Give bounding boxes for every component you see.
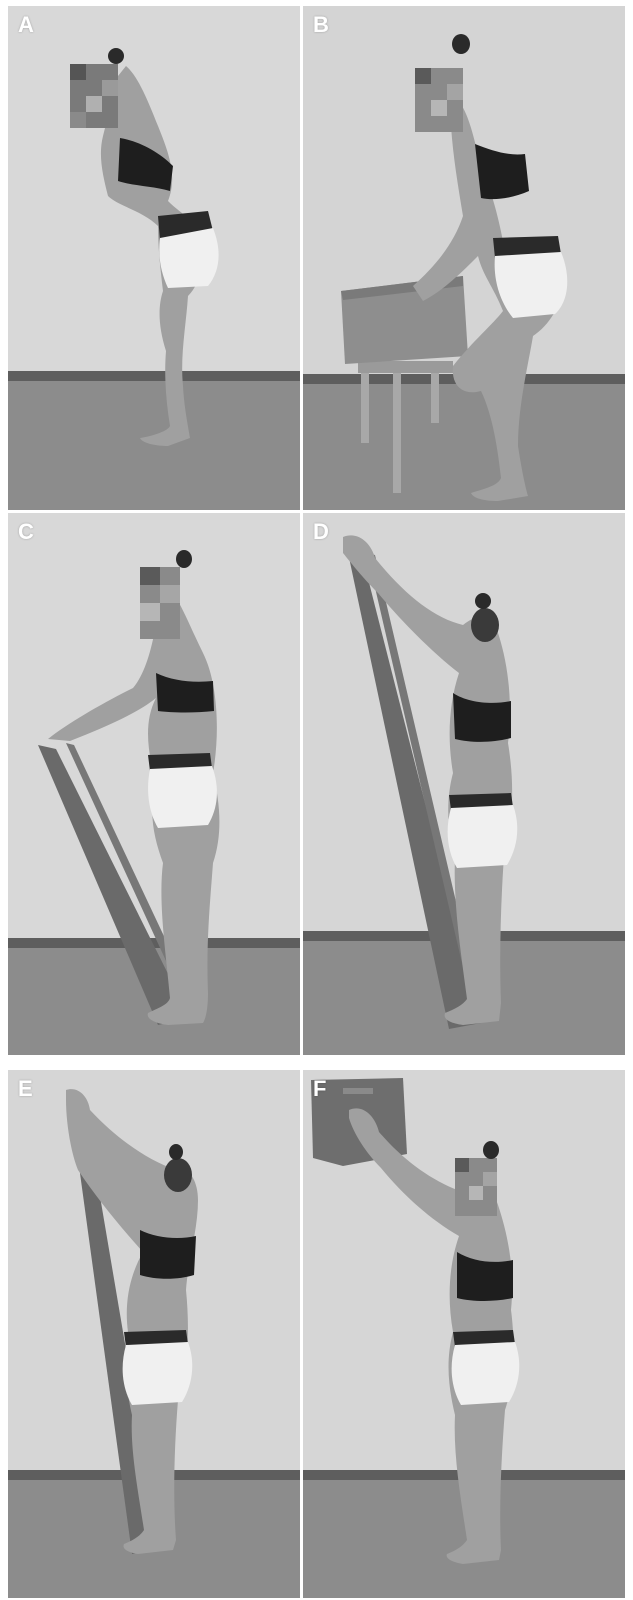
panel-c-photo [8,513,300,1055]
panel-b: B [303,6,625,510]
panel-b-photo [303,6,625,510]
panel-label-d: D [313,519,329,544]
panel-label-a: A [18,12,34,37]
panel-label-b: B [313,12,329,37]
panel-d: D [303,513,625,1055]
panel-f-photo [303,1070,625,1598]
panel-a: A [8,6,300,510]
panel-label-e: E [18,1076,33,1101]
panel-e-photo [8,1070,300,1598]
panel-d-photo [303,513,625,1055]
panel-e: E [8,1070,300,1598]
panel-label-c: C [18,519,34,544]
panel-a-photo [8,6,300,510]
panel-f: F [303,1070,625,1598]
panel-label-f: F [313,1076,327,1101]
panel-c: C [8,513,300,1055]
